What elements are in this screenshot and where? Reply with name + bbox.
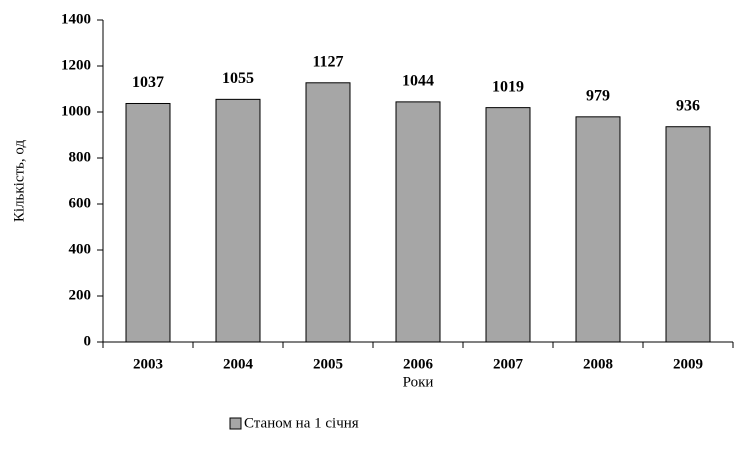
- x-tick-label: 2009: [673, 356, 703, 372]
- y-axis-title: Кількість, од: [11, 140, 27, 223]
- legend-label: Станом на 1 січня: [244, 415, 359, 431]
- value-label: 936: [676, 97, 700, 114]
- bar: [575, 116, 621, 343]
- x-tick-label: 2005: [313, 356, 343, 372]
- y-tick-label: 0: [84, 333, 92, 349]
- bar: [215, 98, 261, 343]
- value-label: 1037: [132, 74, 164, 91]
- y-tick-label: 400: [69, 241, 92, 257]
- x-tick-label: 2006: [403, 356, 434, 372]
- bar: [395, 101, 441, 343]
- y-tick-label: 600: [69, 195, 92, 211]
- value-label: 1055: [222, 70, 254, 87]
- x-tick-label: 2004: [223, 356, 254, 372]
- bar: [305, 82, 351, 343]
- y-tick-label: 800: [69, 149, 92, 165]
- value-label: 979: [586, 88, 610, 105]
- x-tick-label: 2007: [493, 356, 524, 372]
- y-tick-label: 1200: [61, 57, 91, 73]
- value-label: 1044: [402, 73, 434, 90]
- x-axis-title: Роки: [403, 374, 434, 390]
- x-tick-label: 2008: [583, 356, 613, 372]
- y-tick-label: 1400: [61, 11, 91, 27]
- legend-swatch: [229, 417, 242, 430]
- value-label: 1019: [492, 78, 524, 95]
- y-tick-label: 1000: [61, 103, 91, 119]
- bar: [485, 107, 531, 343]
- value-label: 1127: [312, 53, 343, 70]
- bar: [665, 126, 711, 343]
- x-tick-label: 2003: [133, 356, 163, 372]
- y-tick-label: 200: [69, 287, 92, 303]
- bar: [125, 102, 171, 343]
